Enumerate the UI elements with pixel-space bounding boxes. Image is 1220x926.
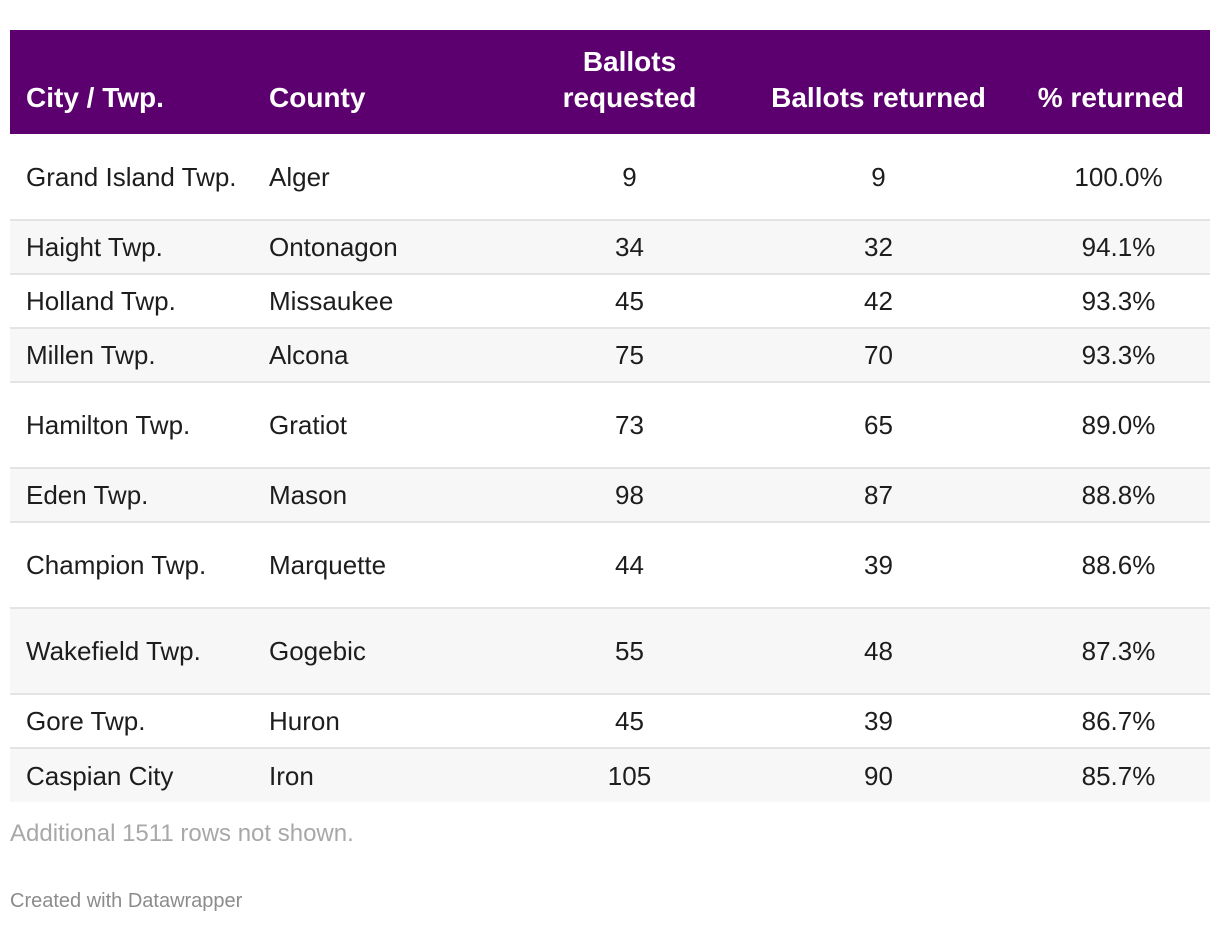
cell-ballots-returned: 65 <box>754 382 1003 469</box>
cell-pct-returned: 93.3% <box>1003 328 1210 383</box>
cell-city: Champion Twp. <box>10 522 253 609</box>
cell-city: Eden Twp. <box>10 468 253 523</box>
cell-ballots-returned: 48 <box>754 608 1003 695</box>
cell-ballots-requested: 73 <box>505 382 754 469</box>
cell-city: Millen Twp. <box>10 328 253 383</box>
header-county[interactable]: County <box>269 82 366 113</box>
table-container: City / Twp. County Ballots requested Bal… <box>10 30 1210 802</box>
table-row: Hamilton Twp. Gratiot 73 65 89.0% <box>10 382 1210 469</box>
cell-county: Iron <box>269 760 314 791</box>
cell-county: Mason <box>253 468 505 523</box>
table-row: Eden Twp. Mason 98 87 88.8% <box>10 468 1210 523</box>
cell-pct-returned: 88.6% <box>1003 522 1210 609</box>
table-row: Caspian City Iron 105 90 85.7% <box>10 748 1210 802</box>
table-row: Millen Twp. Alcona 75 70 93.3% <box>10 328 1210 383</box>
cell-ballots-returned: 32 <box>754 220 1003 275</box>
cell-city: Caspian City <box>26 760 174 791</box>
cell-county: Missaukee <box>253 274 505 329</box>
cell-ballots-returned: 90 <box>864 760 893 791</box>
table-body: Grand Island Twp. Alger 9 9 100.0% Haight Twp… <box>10 134 1210 802</box>
cell-pct-returned: 100.0% <box>1003 134 1210 221</box>
cell-ballots-requested: 55 <box>505 608 754 695</box>
header-ballots-returned[interactable]: Ballots returned <box>771 82 986 113</box>
table-row: Wakefield Twp. Gogebic 55 48 87.3% <box>10 608 1210 695</box>
cell-ballots-requested: 9 <box>505 134 754 221</box>
cell-ballots-requested: 98 <box>505 468 754 523</box>
cell-pct-returned: 94.1% <box>1003 220 1210 275</box>
cell-county: Gratiot <box>253 382 505 469</box>
cell-pct-returned: 89.0% <box>1003 382 1210 469</box>
header-city[interactable]: City / Twp. <box>26 82 164 113</box>
cell-county: Marquette <box>253 522 505 609</box>
cell-ballots-requested: 75 <box>505 328 754 383</box>
cell-county: Alcona <box>253 328 505 383</box>
cell-ballots-returned: 87 <box>754 468 1003 523</box>
table-row: Holland Twp. Missaukee 45 42 93.3% <box>10 274 1210 329</box>
table-row: Champion Twp. Marquette 44 39 88.6% <box>10 522 1210 609</box>
cell-ballots-returned: 9 <box>754 134 1003 221</box>
cell-city: Haight Twp. <box>10 220 253 275</box>
cell-ballots-returned: 39 <box>754 694 1003 749</box>
cell-pct-returned: 87.3% <box>1003 608 1210 695</box>
cell-pct-returned: 86.7% <box>1003 694 1210 749</box>
table-row: Grand Island Twp. Alger 9 9 100.0% <box>10 134 1210 221</box>
cell-ballots-returned: 42 <box>754 274 1003 329</box>
cell-city: Wakefield Twp. <box>10 608 253 695</box>
header-ballots-requested[interactable]: Ballots requested <box>562 46 697 113</box>
datawrapper-credit: Created with Datawrapper <box>10 890 243 912</box>
cell-ballots-requested: 44 <box>505 522 754 609</box>
rows-not-shown-note: Additional 1511 rows not shown. <box>10 820 354 847</box>
cell-ballots-returned: 70 <box>754 328 1003 383</box>
cell-pct-returned: 85.7% <box>1081 760 1156 791</box>
cell-county: Huron <box>253 694 505 749</box>
cell-county: Ontonagon <box>253 220 505 275</box>
cell-city: Hamilton Twp. <box>10 382 253 469</box>
cell-county: Gogebic <box>253 608 505 695</box>
cell-pct-returned: 88.8% <box>1003 468 1210 523</box>
cell-ballots-requested: 45 <box>505 694 754 749</box>
cell-ballots-requested: 45 <box>505 274 754 329</box>
table-row: Haight Twp. Ontonagon 34 32 94.1% <box>10 220 1210 275</box>
ballots-table: City / Twp. County Ballots requested Bal… <box>10 30 1210 802</box>
cell-pct-returned: 93.3% <box>1003 274 1210 329</box>
table-row: Gore Twp. Huron 45 39 86.7% <box>10 694 1210 749</box>
header-row: City / Twp. County Ballots requested Bal… <box>10 30 1210 134</box>
cell-ballots-requested: 105 <box>607 760 652 791</box>
cell-city: Gore Twp. <box>10 694 253 749</box>
cell-city: Grand Island Twp. <box>10 134 253 221</box>
table-header: City / Twp. County Ballots requested Bal… <box>10 30 1210 134</box>
cell-ballots-returned: 39 <box>754 522 1003 609</box>
cell-ballots-requested: 34 <box>505 220 754 275</box>
cell-city: Holland Twp. <box>10 274 253 329</box>
cell-county: Alger <box>253 134 505 221</box>
header-pct-returned[interactable]: % returned <box>1037 82 1184 113</box>
